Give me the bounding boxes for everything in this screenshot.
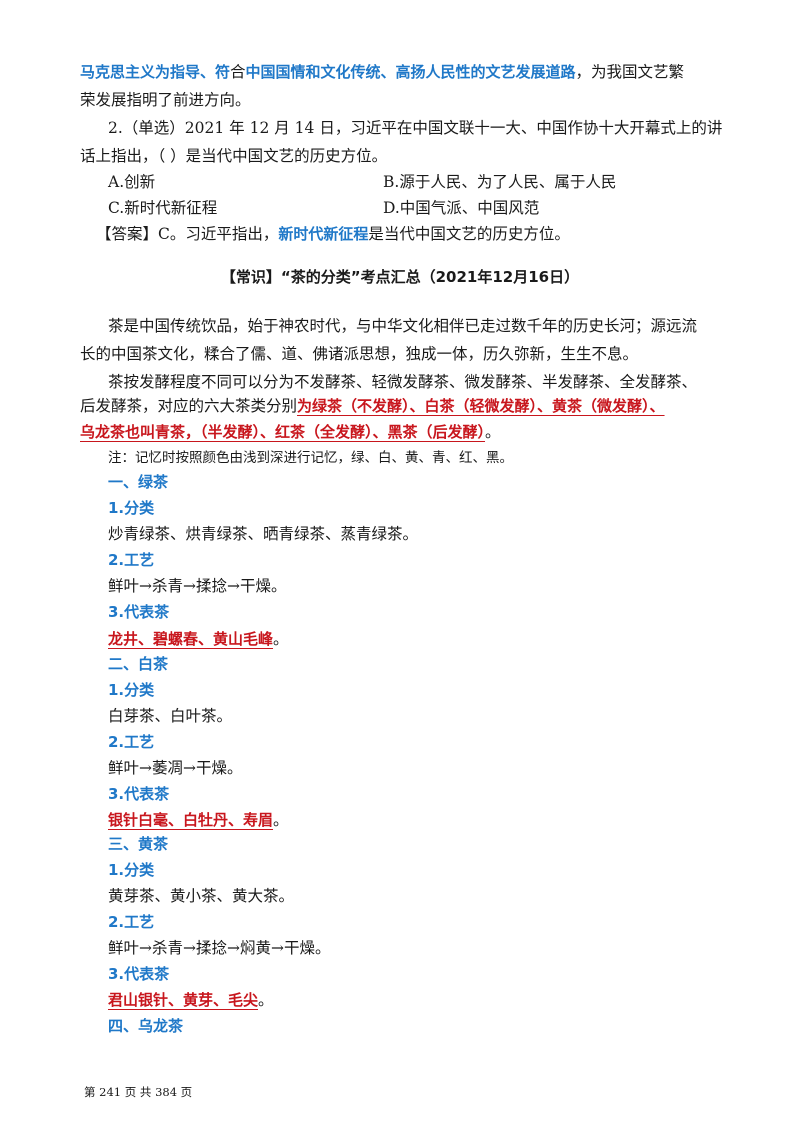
subheading: 3.代表茶 bbox=[108, 603, 170, 621]
page-footer: 第 241 页 共 384 页 bbox=[84, 1085, 193, 1099]
tea-heading: 一、绿茶 bbox=[108, 473, 169, 491]
note-text: 注：记忆时按照颜色由浅到深进行记忆，绿、白、黄、青、红、黑。 bbox=[108, 450, 513, 466]
body-text: 炒青绿茶、烘青绿茶、晒青绿茶、蒸青绿茶。 bbox=[108, 525, 419, 543]
highlight-text: 君山银针、黄芽、毛尖 bbox=[108, 991, 259, 1009]
body-text: 鲜叶→萎凋→干燥。 bbox=[108, 759, 243, 777]
subheading: 2.工艺 bbox=[108, 733, 155, 751]
body-text: 黄芽茶、黄小茶、黄大茶。 bbox=[108, 887, 295, 905]
answer-line: 【答案】C。习近平指出，新时代新征程是当代中国文艺的历史方位。 bbox=[96, 222, 570, 246]
question-text: 2.（单选）2021 年 12 月 14 日，习近平在中国文联十一大、中国作协十… bbox=[108, 119, 723, 137]
emphasis-text: 马克思主义为指导、符 bbox=[80, 63, 231, 81]
paragraph-line: 乌龙茶也叫青茶，（半发酵）、红茶（全发酵）、黑茶（后发酵）。 bbox=[80, 420, 501, 444]
question-text: 话上指出，（ ）是当代中国文艺的历史方位。 bbox=[80, 147, 388, 165]
body-text: 。 bbox=[258, 991, 274, 1009]
body-text: 荣发展指明了前进方向。 bbox=[80, 91, 251, 109]
tea-heading: 四、乌龙茶 bbox=[108, 1017, 184, 1035]
body-text: 白芽茶、白叶茶。 bbox=[108, 707, 233, 725]
subheading: 1.分类 bbox=[108, 681, 155, 699]
body-text: 。 bbox=[485, 423, 501, 441]
body-text: ，为我国文艺繁 bbox=[575, 63, 685, 81]
answer-text: 是当代中国文艺的历史方位。 bbox=[368, 225, 570, 243]
emphasis-text: 中国国情和文化传统、高扬人民性的文艺发展道路 bbox=[245, 63, 576, 81]
option-a: A.创新 bbox=[108, 173, 156, 191]
highlight-text: 龙井、碧螺春、黄山毛峰 bbox=[108, 630, 274, 648]
option-b: B.源于人民、为了人民、属于人民 bbox=[383, 173, 617, 191]
paragraph-line: 后发酵茶，对应的六大茶类分别为绿茶（不发酵）、白茶（轻微发酵）、黄茶（微发酵）、 bbox=[80, 394, 665, 418]
subheading: 2.工艺 bbox=[108, 913, 155, 931]
answer-text: 【答案】C。习近平指出， bbox=[96, 225, 279, 243]
highlight-text: 为绿茶（不发酵）、白茶（轻微发酵）、黄茶（微发酵）、 bbox=[297, 397, 665, 415]
subheading: 1.分类 bbox=[108, 499, 155, 517]
subheading: 3.代表茶 bbox=[108, 785, 170, 803]
body-text: 鲜叶→杀青→揉捻→焖黄→干燥。 bbox=[108, 939, 331, 957]
body-text: 合 bbox=[230, 63, 246, 81]
emphasis-text: 新时代新征程 bbox=[278, 225, 369, 243]
body-text: 。 bbox=[273, 630, 289, 648]
highlight-text: 银针白毫、白牡丹、寿眉 bbox=[108, 811, 274, 829]
tea-heading: 二、白茶 bbox=[108, 655, 169, 673]
body-text: 长的中国茶文化，糅合了儒、道、佛诸派思想，独成一体，历久弥新，生生不息。 bbox=[80, 345, 639, 363]
body-text: 。 bbox=[273, 811, 289, 829]
section-title: 【常识】“茶的分类”考点汇总（2021年12月16日） bbox=[220, 268, 580, 286]
option-c: C.新时代新征程 bbox=[108, 199, 218, 217]
representative-line: 君山银针、黄芽、毛尖。 bbox=[108, 988, 274, 1012]
paragraph-line: 马克思主义为指导、符合中国国情和文化传统、高扬人民性的文艺发展道路，为我国文艺繁 bbox=[80, 60, 684, 84]
subheading: 2.工艺 bbox=[108, 551, 155, 569]
tea-heading: 三、黄茶 bbox=[108, 835, 169, 853]
body-text: 后发酵茶，对应的六大茶类分别 bbox=[80, 397, 298, 415]
highlight-text: 乌龙茶也叫青茶，（半发酵）、红茶（全发酵）、黑茶（后发酵） bbox=[80, 423, 486, 441]
option-d: D.中国气派、中国风范 bbox=[383, 199, 540, 217]
body-text: 鲜叶→杀青→揉捻→干燥。 bbox=[108, 577, 287, 595]
subheading: 1.分类 bbox=[108, 861, 155, 879]
representative-line: 银针白毫、白牡丹、寿眉。 bbox=[108, 808, 289, 832]
body-text: 茶按发酵程度不同可以分为不发酵茶、轻微发酵茶、微发酵茶、半发酵茶、全发酵茶、 bbox=[108, 373, 698, 391]
subheading: 3.代表茶 bbox=[108, 965, 170, 983]
representative-line: 龙井、碧螺春、黄山毛峰。 bbox=[108, 627, 289, 651]
body-text: 茶是中国传统饮品，始于神农时代，与中华文化相伴已走过数千年的历史长河；源远流 bbox=[108, 317, 698, 335]
